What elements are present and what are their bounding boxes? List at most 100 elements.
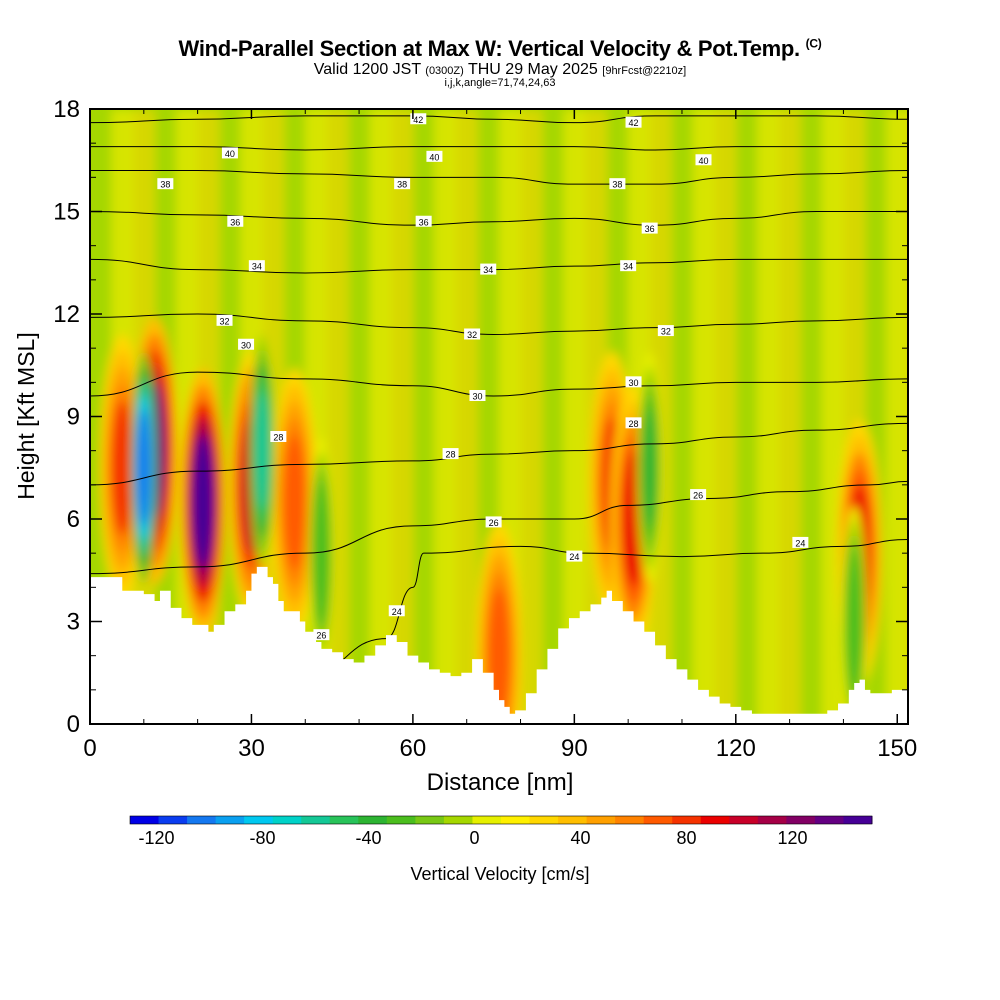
valid-utc: (0300Z) <box>425 65 464 77</box>
colorbar-swatch <box>443 816 473 824</box>
isentrope-32 <box>90 313 908 336</box>
isentrope-label-bg <box>566 550 583 562</box>
y-axis-label: Height [Kft MSL] <box>13 332 39 499</box>
isentrope-label-42: 42 <box>410 113 427 125</box>
isentrope-label-30: 30 <box>469 390 486 402</box>
isentrope-labels: 40 38 36 34 32 30 28 26 24 42 40 38 36 34 32 30 28 26 24 42… <box>157 113 809 641</box>
isentrope-26 <box>90 480 908 575</box>
isentrope-label-text: 28 <box>629 419 639 429</box>
isentrope-label-bg <box>227 215 244 227</box>
colorbar-swatch <box>757 816 787 824</box>
isentrope-label-24: 24 <box>388 605 405 617</box>
colorbar-swatch <box>558 816 588 824</box>
isentrope-label-text: 26 <box>693 491 703 501</box>
isentrope-label-text: 24 <box>795 538 805 548</box>
x-tick-label: 60 <box>400 735 427 762</box>
isentrope-label-text: 36 <box>645 224 655 234</box>
field-streak <box>520 109 544 724</box>
field-streak <box>348 109 371 724</box>
updraft-core-ring <box>488 588 510 724</box>
updraft-core-ring <box>192 434 214 570</box>
colorbar-swatch <box>501 816 531 824</box>
field-streak <box>391 109 414 724</box>
colorbar-tick-label: 0 <box>469 828 479 848</box>
colorbar-swatch <box>272 816 302 824</box>
isentrope-label-text: 28 <box>446 450 456 460</box>
isentrope-label-40: 40 <box>426 150 443 162</box>
isentrope-label-bg <box>415 215 432 227</box>
colorbar-swatch <box>843 816 873 824</box>
y-tick-label: 6 <box>67 506 80 533</box>
isentrope-label-text: 36 <box>419 217 429 227</box>
isentrope-38 <box>90 169 908 185</box>
colorbar-swatch <box>615 816 645 824</box>
isentrope-label-text: 34 <box>623 262 633 272</box>
field-streak <box>692 109 716 724</box>
isentrope-label-bg <box>216 314 233 326</box>
isentrope-label-text: 32 <box>467 330 477 340</box>
isentrope-34 <box>90 258 908 274</box>
chart-title-text: Wind-Parallel Section at Max W: Vertical… <box>178 36 801 61</box>
isentrope-label-bg <box>238 338 255 350</box>
field-streak <box>563 109 587 724</box>
isentrope-label-text: 38 <box>397 180 407 190</box>
colorbar-swatch <box>529 816 559 824</box>
terrain-mask <box>90 566 908 725</box>
field-streak <box>714 109 737 724</box>
colorbar-swatch <box>358 816 388 824</box>
isentrope-label-34: 34 <box>480 263 497 275</box>
isentrope-label-text: 36 <box>230 217 240 227</box>
isentrope-30 <box>90 371 908 397</box>
y-tick-label: 15 <box>53 199 80 226</box>
valid-date: THU 29 May 2025 <box>467 61 598 78</box>
isentrope-label-bg <box>695 154 712 166</box>
isentrope-label-text: 32 <box>220 316 230 326</box>
isentrope-label-24: 24 <box>566 550 583 562</box>
colorbar-tick-label: 120 <box>777 828 807 848</box>
isentrope-label-36: 36 <box>227 215 244 227</box>
y-tick-label: 18 <box>53 96 80 123</box>
isentrope-label-bg <box>157 178 174 190</box>
chart-subtitle: Valid 1200 JST (0300Z) THU 29 May 2025 [… <box>0 61 1000 79</box>
isentrope-label-32: 32 <box>216 314 233 326</box>
isentrope-label-text: 30 <box>241 340 251 350</box>
colorbar-swatch <box>187 816 217 824</box>
colorbar-swatch <box>415 816 445 824</box>
isentrope-label-text: 26 <box>489 518 499 528</box>
colorbar-label: Vertical Velocity [cm/s] <box>410 864 589 884</box>
updraft-core-ring <box>111 400 133 536</box>
field-streak <box>735 109 759 724</box>
isentrope-label-bg <box>690 489 707 501</box>
isentrope-label-text: 40 <box>225 149 235 159</box>
grid-indices: i,j,k,angle=71,74,24,63 <box>444 77 556 89</box>
isentrope-label-text: 34 <box>252 262 262 272</box>
colorbar-swatch <box>672 816 702 824</box>
x-tick-label: 90 <box>561 735 588 762</box>
isentrope-label-36: 36 <box>415 215 432 227</box>
field-streak <box>757 109 780 724</box>
isentrope-label-30: 30 <box>625 376 642 388</box>
chart-title: Wind-Parallel Section at Max W: Vertical… <box>0 36 1000 62</box>
downdraft-core-ring <box>314 494 329 612</box>
isentrope-label-bg <box>625 376 642 388</box>
isentrope-label-text: 42 <box>629 118 639 128</box>
x-axis-label: Distance [nm] <box>427 769 574 796</box>
x-tick-label: 0 <box>83 735 96 762</box>
field-streak <box>412 109 436 724</box>
isentrope-28 <box>90 422 908 486</box>
isentrope-label-26: 26 <box>313 629 330 641</box>
isentrope-label-bg <box>426 150 443 162</box>
isentrope-label-32: 32 <box>464 328 481 340</box>
field-streak <box>778 109 802 724</box>
colorbar-swatch <box>700 816 730 824</box>
isentrope-label-bg <box>248 260 265 272</box>
downdraft-core-ring <box>136 409 151 527</box>
isentrope-label-26: 26 <box>690 489 707 501</box>
field-streak <box>434 109 457 724</box>
isentrope-label-32: 32 <box>657 325 674 337</box>
y-tick-label: 0 <box>67 711 80 738</box>
isentrope-label-40: 40 <box>695 154 712 166</box>
isentrope-label-bg <box>480 263 497 275</box>
